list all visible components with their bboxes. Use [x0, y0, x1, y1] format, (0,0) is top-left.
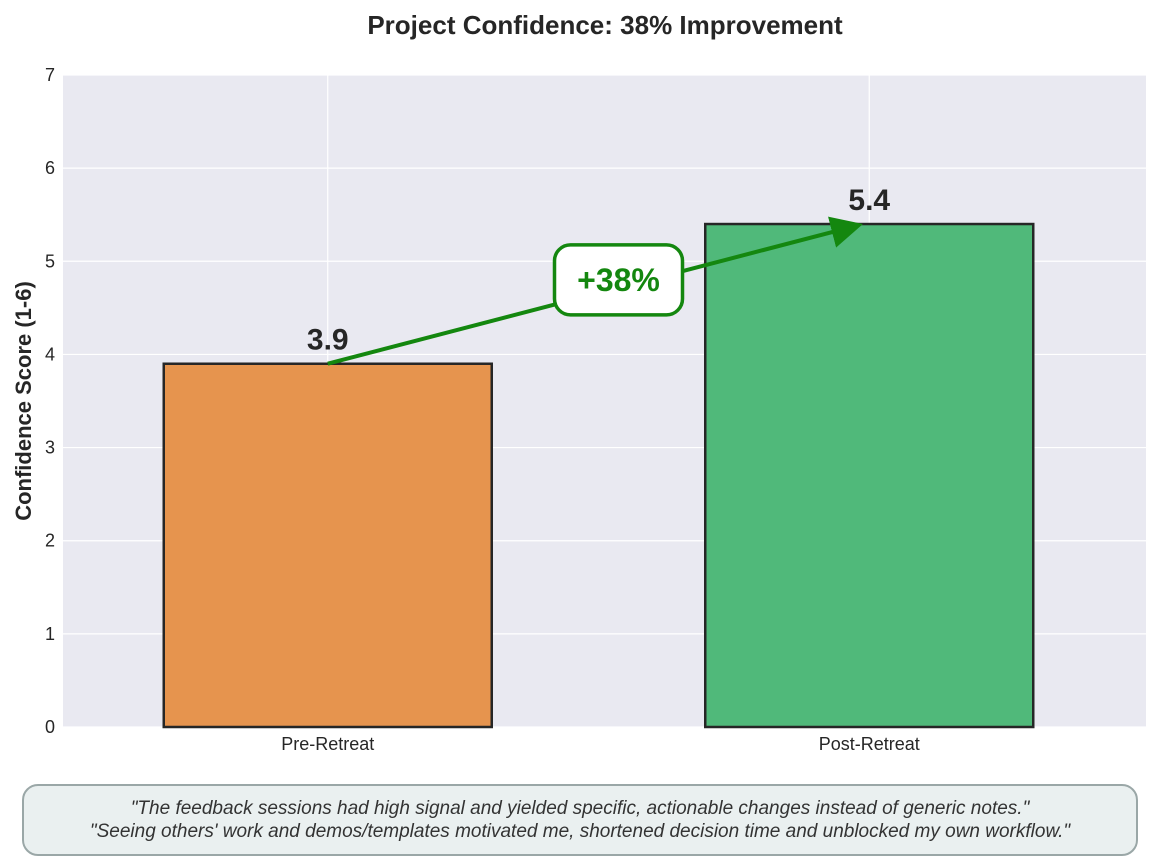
- testimonial-quote-2: "Seeing others' work and demos/templates…: [89, 821, 1071, 842]
- x-tick-label: Post-Retreat: [819, 734, 920, 754]
- testimonial-quote-1: "The feedback sessions had high signal a…: [130, 798, 1030, 819]
- bar-value-label: 3.9: [307, 324, 349, 357]
- bar-post-retreat: [704, 222, 1035, 729]
- improvement-annotation: +38%: [327, 216, 863, 366]
- y-tick-label: 6: [45, 158, 55, 178]
- y-tick-label: 4: [45, 344, 55, 364]
- y-axis-label: Confidence Score (1-6): [11, 281, 36, 521]
- y-axis-ticks: 0 1 2 3 4 5 6 7: [45, 65, 55, 737]
- bar-value-label: 5.4: [848, 184, 890, 217]
- y-tick-label: 0: [45, 717, 55, 737]
- chart-title: Project Confidence: 38% Improvement: [367, 10, 843, 40]
- y-tick-label: 2: [45, 531, 55, 551]
- testimonial-box: "The feedback sessions had high signal a…: [22, 784, 1138, 856]
- bar-pre-retreat: [162, 362, 493, 729]
- bars: 3.9 Pre-Retreat 5.4 Post-Retreat: [162, 184, 1035, 754]
- y-tick-label: 1: [45, 624, 55, 644]
- improvement-badge: [552, 243, 685, 317]
- y-tick-label: 7: [45, 65, 55, 85]
- y-tick-label: 5: [45, 251, 55, 271]
- improvement-badge-label: +38%: [577, 262, 660, 298]
- x-tick-label: Pre-Retreat: [281, 734, 374, 754]
- y-tick-label: 3: [45, 438, 55, 458]
